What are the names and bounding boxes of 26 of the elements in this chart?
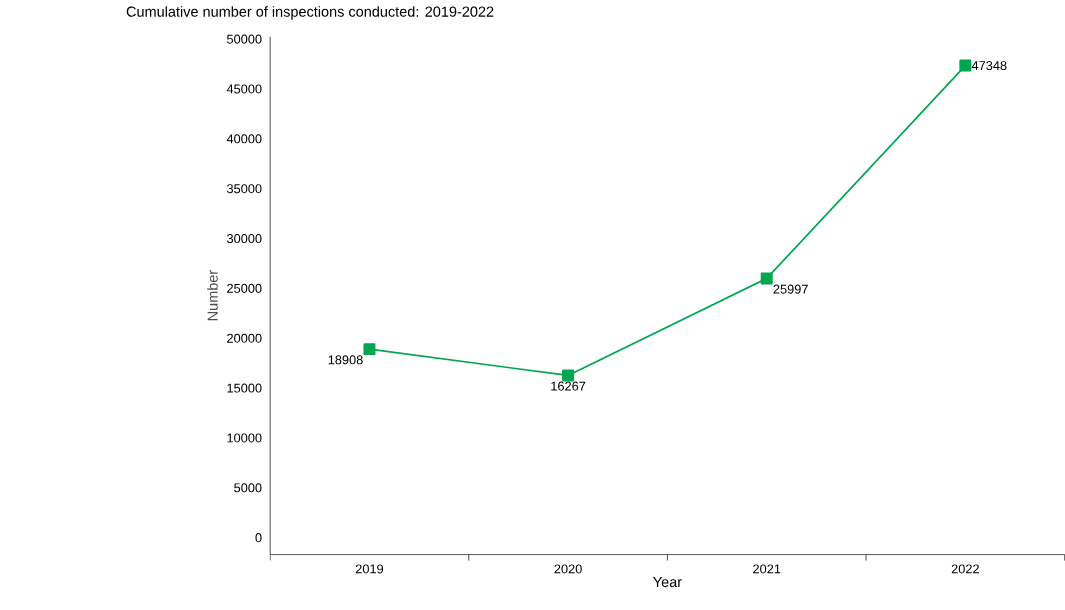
chart-title: Cumulative number of inspections conducted: 2019-2022	[126, 5, 494, 20]
data-label: 16267	[551, 381, 586, 391]
x-tick-label: 2022	[951, 564, 979, 574]
data-label: 18908	[328, 355, 363, 365]
point	[363, 342, 376, 355]
y-tick-label: 10000	[227, 433, 262, 443]
y-tick-label: 5000	[234, 483, 262, 493]
x-tick-label: 2021	[753, 564, 781, 574]
y-tick-label: 25000	[227, 283, 262, 293]
y-axis-title: Number	[207, 269, 218, 320]
y-tick-label: 30000	[226, 233, 262, 243]
y-tick-label: 0	[255, 532, 262, 542]
data-label: 47348	[971, 60, 1007, 70]
y-tick-label: 20000	[227, 333, 262, 343]
y-tick-label: 45000	[226, 84, 262, 94]
x-tick-label: 2019	[355, 564, 384, 574]
y-tick-label: 50000	[227, 34, 262, 44]
y-tick-label: 15000	[227, 383, 262, 393]
y-tick-label: 35000	[226, 183, 262, 193]
y-tick-label: 40000	[226, 134, 262, 144]
point	[760, 272, 773, 285]
x-tick-label: 2020	[554, 564, 582, 574]
point	[562, 369, 575, 382]
data-label: 25997	[773, 284, 808, 294]
x-axis-title: Year	[653, 576, 682, 587]
point	[959, 59, 972, 72]
